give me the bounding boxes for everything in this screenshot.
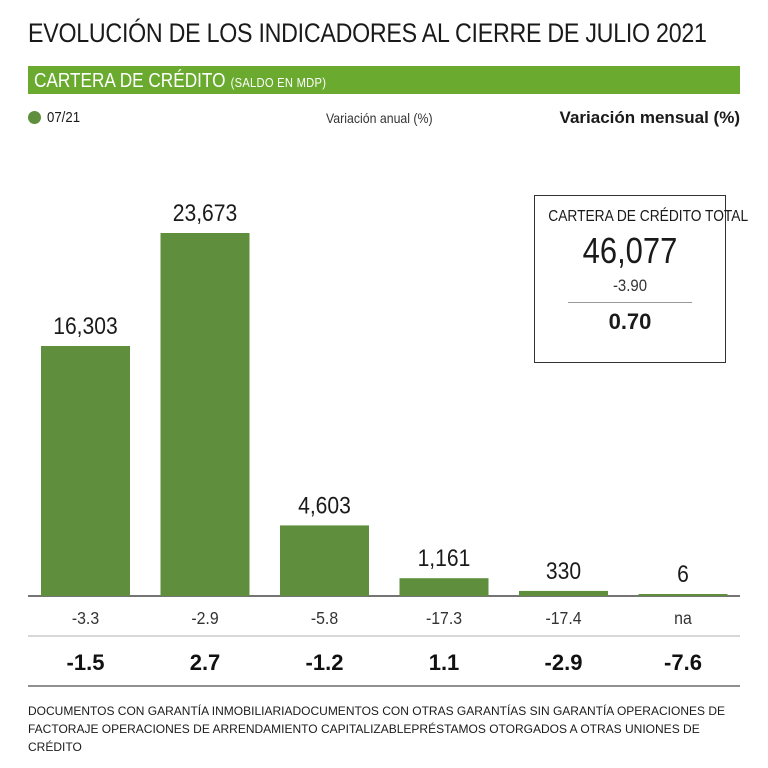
category-footnote: Documentos con garantía inmobiliariaDocu… <box>28 704 725 754</box>
bar-value-label-6: 6 <box>677 561 689 588</box>
bar-5 <box>519 590 608 596</box>
legend-annual-variation: Variación anual (%) <box>326 110 433 126</box>
annual-variation-3: -5.8 <box>311 608 338 628</box>
annual-variation-2: -2.9 <box>191 608 218 628</box>
monthly-variation-6: -7.6 <box>664 650 702 675</box>
total-monthly-variation: 0.70 <box>608 309 652 334</box>
bar-6 <box>638 594 728 596</box>
section-title-subtitle: (SALDO EN MDP) <box>230 75 327 90</box>
bar-value-label-4: 1,161 <box>418 545 471 572</box>
section-title-main: CARTERA DE CRÉDITO <box>34 70 226 92</box>
monthly-variation-1: -1.5 <box>67 650 105 675</box>
bar-value-label-2: 23,673 <box>173 200 238 227</box>
annual-variation-6: na <box>674 608 692 628</box>
bar-value-label-5: 330 <box>546 558 581 585</box>
annual-variation-4: -17.3 <box>426 608 462 628</box>
bar-3 <box>280 525 369 596</box>
total-summary-box: CARTERA DE CRÉDITO TOTAL 46,077 -3.90 0.… <box>534 195 749 363</box>
bar-2 <box>160 233 250 596</box>
total-separator <box>568 302 692 303</box>
monthly-variation-2: 2.7 <box>190 650 221 675</box>
monthly-variation-4: 1.1 <box>429 650 460 675</box>
monthly-variation-5: -2.9 <box>545 650 583 675</box>
monthly-variation-3: -1.2 <box>306 650 344 675</box>
bar-chart: 16,303 -3.3 -1.5 23,673 -2.9 2.7 4,603 -5.8 -1.2… <box>28 200 740 687</box>
section-title: CARTERA DE CRÉDITO (SALDO EN MDP) <box>34 70 326 93</box>
bar-1 <box>41 346 130 596</box>
annual-variation-1: -3.3 <box>72 608 99 628</box>
bar-value-label-3: 4,603 <box>298 492 351 519</box>
legend-dot-icon <box>28 111 41 124</box>
bar-4 <box>399 578 489 596</box>
page-title: EVOLUCIÓN DE LOS INDICADORES AL CIERRE D… <box>28 18 707 48</box>
bar-value-label-1: 16,303 <box>53 313 118 340</box>
legend-period: 07/21 <box>47 109 81 126</box>
total-value: 46,077 <box>582 230 678 271</box>
total-title: CARTERA DE CRÉDITO TOTAL <box>548 208 749 225</box>
legend-monthly-variation: Variación mensual (%) <box>559 108 740 127</box>
section-header-band <box>28 66 740 94</box>
total-annual-variation: -3.90 <box>612 276 648 295</box>
annual-variation-5: -17.4 <box>545 608 581 628</box>
legend-row: 07/21 Variación anual (%) Variación mens… <box>28 108 740 130</box>
